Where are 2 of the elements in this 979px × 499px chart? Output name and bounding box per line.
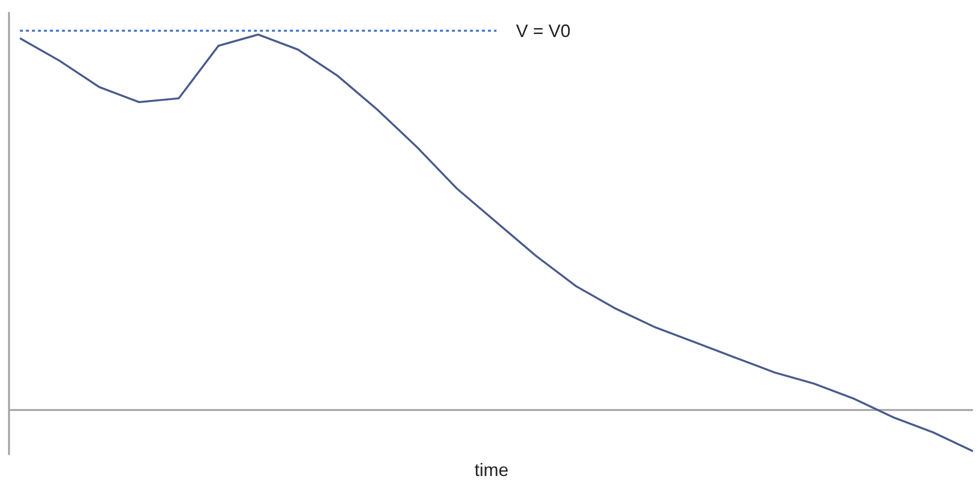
x-axis-title: time <box>474 460 509 480</box>
ref-line-label: V = V0 <box>516 21 571 41</box>
